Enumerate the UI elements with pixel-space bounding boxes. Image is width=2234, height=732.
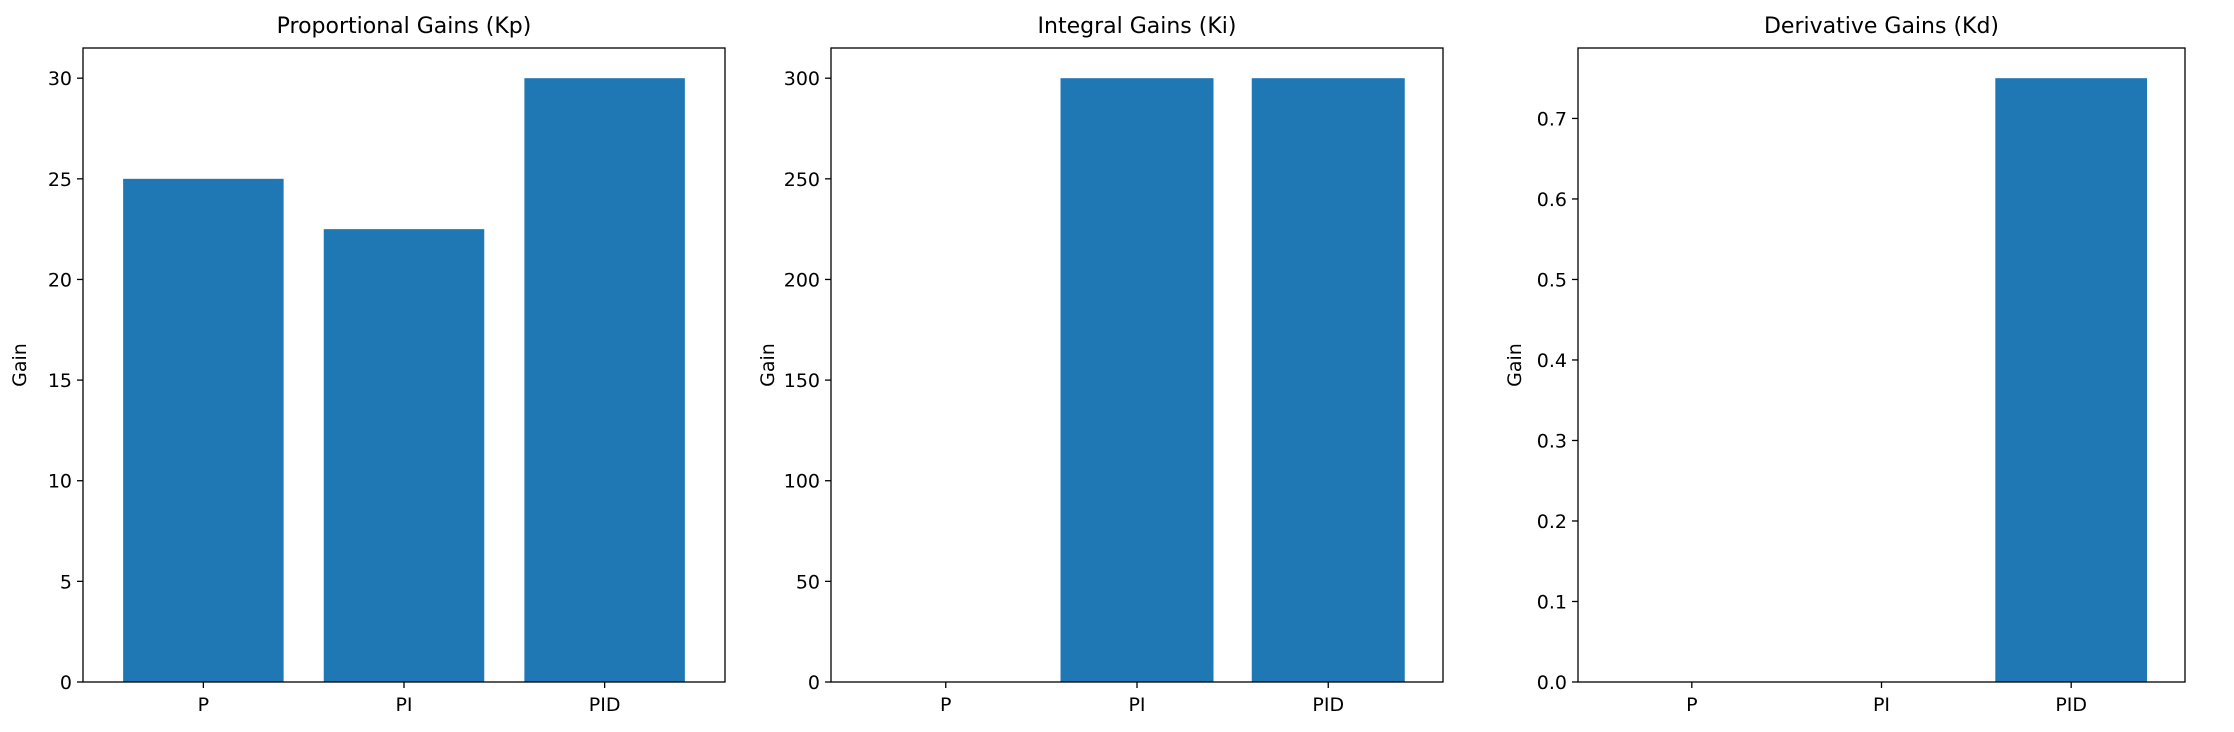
- y-tick-label: 0: [60, 672, 72, 694]
- y-tick-label: 5: [60, 571, 72, 593]
- chart-title: Integral Gains (Ki): [1038, 14, 1237, 39]
- x-tick-label: PID: [589, 694, 621, 716]
- y-tick-label: 15: [48, 370, 72, 392]
- y-tick-label: 0.4: [1537, 350, 1567, 372]
- y-tick-label: 200: [784, 269, 820, 291]
- x-tick-label: PI: [1873, 694, 1890, 716]
- y-tick-label: 0.3: [1537, 430, 1567, 452]
- bar-pid: [1251, 78, 1405, 682]
- bar-p: [123, 178, 284, 683]
- bar-pi: [323, 229, 485, 682]
- y-tick-label: 10: [48, 471, 72, 493]
- y-tick-label: 0.2: [1537, 511, 1567, 533]
- chart-panel-3: Derivative Gains (Kd) 0.0 0.1 0.2 0.3 0.4 0.5 0…: [1504, 14, 2186, 716]
- x-tick-label: PI: [1128, 694, 1145, 716]
- y-axis-label: Gain: [757, 343, 779, 387]
- y-tick-label: 100: [784, 471, 820, 493]
- y-tick-label: 150: [784, 370, 820, 392]
- y-tick-label: 250: [784, 169, 820, 191]
- y-tick-label: 20: [48, 269, 72, 291]
- x-tick-label: PID: [1312, 694, 1344, 716]
- bar-pi: [1060, 78, 1214, 682]
- y-tick-label: 0: [808, 672, 820, 694]
- bar-pid: [1995, 78, 2148, 682]
- chart-panel-1: Proportional Gains (Kp) 0 5 10 15 20 25 30 P PI PI…: [9, 14, 726, 716]
- y-tick-label: 300: [784, 68, 820, 90]
- y-tick-label: 25: [48, 169, 72, 191]
- chart-title: Proportional Gains (Kp): [277, 14, 532, 39]
- y-tick-label: 0.6: [1537, 189, 1567, 211]
- x-tick-label: P: [940, 694, 951, 716]
- x-tick-label: P: [1686, 694, 1697, 716]
- x-tick-label: PID: [2055, 694, 2087, 716]
- y-tick-label: 0.1: [1537, 591, 1567, 613]
- y-tick-label: 30: [48, 68, 72, 90]
- x-tick-label: P: [198, 694, 209, 716]
- x-tick-label: PI: [395, 694, 412, 716]
- y-tick-label: 50: [796, 571, 820, 593]
- y-tick-label: 0.0: [1537, 672, 1567, 694]
- chart-title: Derivative Gains (Kd): [1764, 14, 1999, 39]
- y-tick-label: 0.5: [1537, 269, 1567, 291]
- y-axis-label: Gain: [9, 343, 31, 387]
- bar-pid: [524, 78, 685, 682]
- y-tick-label: 0.7: [1537, 108, 1567, 130]
- y-axis-label: Gain: [1504, 343, 1526, 387]
- chart-panel-2: Integral Gains (Ki) 0 50 100 150 200 250 300 P PI…: [757, 14, 1444, 716]
